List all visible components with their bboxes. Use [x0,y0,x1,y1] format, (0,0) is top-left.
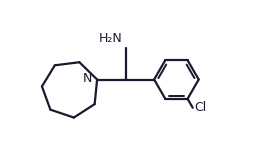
Text: Cl: Cl [194,101,206,114]
Text: H₂N: H₂N [99,32,123,45]
Text: N: N [83,72,92,85]
